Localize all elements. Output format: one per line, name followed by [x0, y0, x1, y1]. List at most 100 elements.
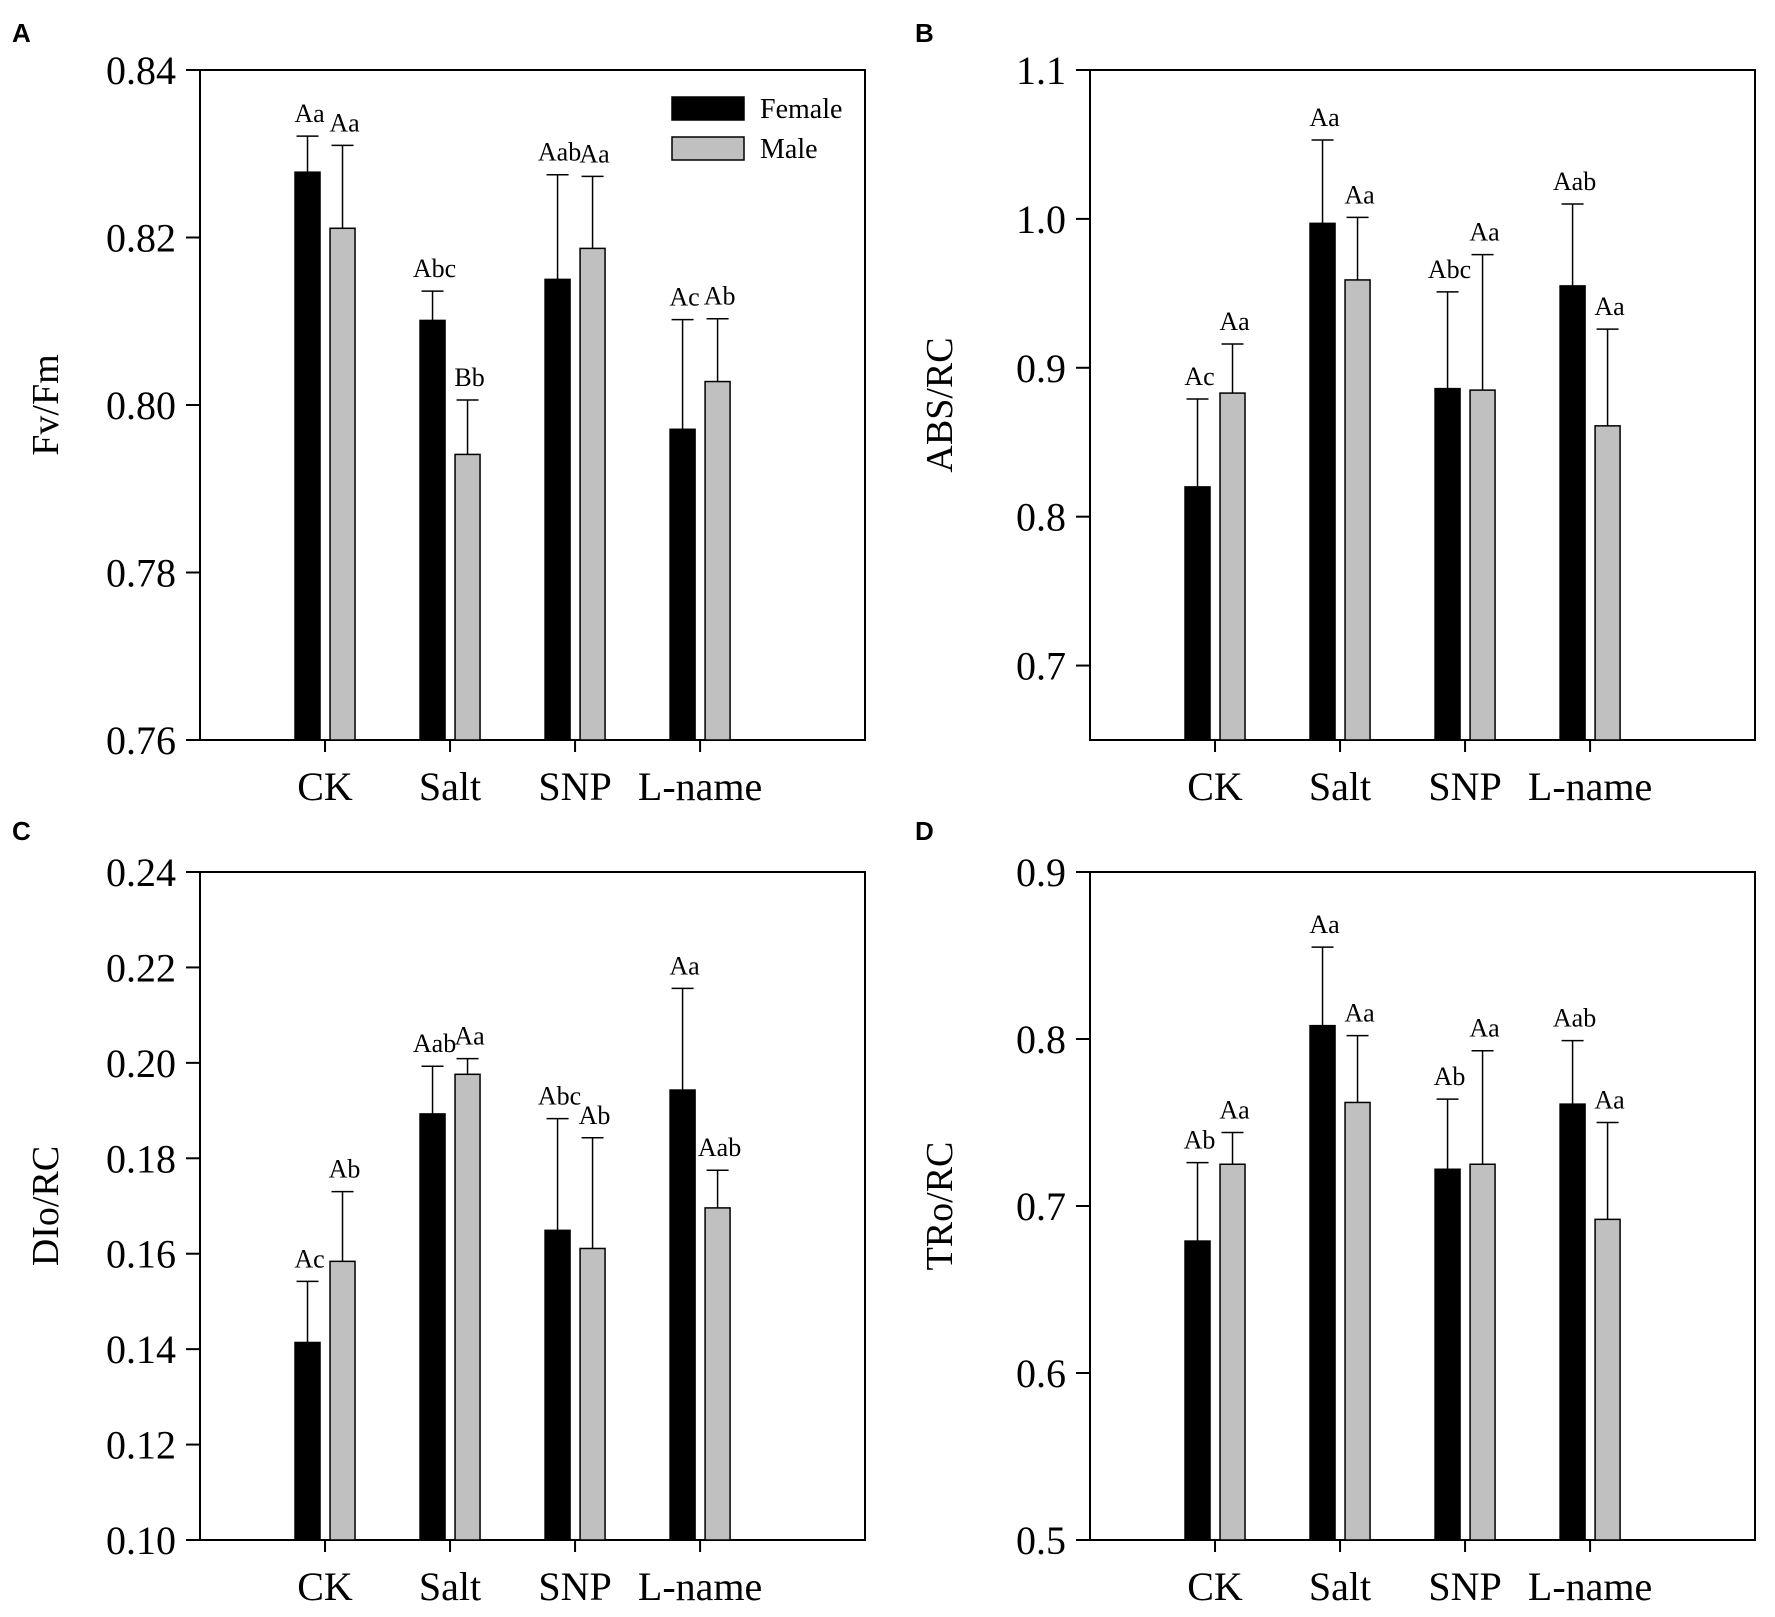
y-tick-label: 0.84	[106, 48, 176, 93]
significance-label: Abc	[413, 254, 456, 283]
y-tick-label: 0.20	[106, 1041, 176, 1086]
significance-label: Ab	[704, 282, 736, 311]
x-category-label: Salt	[1309, 1564, 1371, 1609]
legend-label-female: Female	[760, 94, 842, 125]
x-category-label: SNP	[538, 764, 611, 809]
significance-label: Ab	[1184, 1126, 1216, 1155]
x-category-label: CK	[1187, 1564, 1243, 1609]
male-bar-ck	[1219, 392, 1246, 741]
y-tick-label: 0.24	[106, 850, 176, 895]
female-bar-ck	[294, 1341, 321, 1541]
significance-label: Aa	[1309, 910, 1340, 939]
significance-label: Ac	[669, 283, 699, 312]
y-tick-label: 0.80	[106, 383, 176, 428]
x-category-label: SNP	[1428, 1564, 1501, 1609]
x-category-label: Salt	[419, 1564, 481, 1609]
significance-label: Aa	[669, 951, 700, 980]
significance-label: Ac	[294, 1244, 324, 1273]
male-bar-l-name	[704, 380, 731, 741]
y-tick-label: 0.16	[106, 1232, 176, 1277]
male-bar-snp	[579, 1247, 606, 1541]
y-axis-title: Fv/Fm	[25, 354, 67, 455]
x-category-label: CK	[1187, 764, 1243, 809]
female-bar-salt	[419, 1113, 446, 1541]
x-category-label: Salt	[1309, 764, 1371, 809]
x-category-label: SNP	[1428, 764, 1501, 809]
y-tick-label: 0.9	[1016, 346, 1066, 391]
legend-swatch-female	[671, 96, 745, 121]
x-category-label: Salt	[419, 764, 481, 809]
significance-label: Aa	[454, 1022, 485, 1051]
y-tick-label: 0.9	[1016, 850, 1066, 895]
male-bar-salt	[1344, 1101, 1371, 1541]
y-tick-label: 0.6	[1016, 1351, 1066, 1396]
male-bar-l-name	[1594, 425, 1621, 741]
x-category-label: CK	[297, 764, 353, 809]
x-category-label: L-name	[638, 1564, 762, 1609]
panel-letter: A	[12, 18, 31, 48]
female-bar-salt	[1309, 222, 1336, 741]
y-tick-label: 0.14	[106, 1327, 176, 1372]
panel-letter: C	[12, 816, 31, 846]
significance-label: Aa	[579, 139, 610, 168]
significance-label: Abc	[1428, 255, 1471, 284]
female-bar-snp	[1434, 387, 1461, 741]
x-category-label: SNP	[538, 1564, 611, 1609]
significance-label: Aab	[413, 1029, 456, 1058]
female-bar-l-name	[669, 428, 696, 741]
male-bar-ck	[329, 227, 356, 741]
significance-label: Aa	[1594, 1086, 1625, 1115]
panel-letter: D	[915, 816, 934, 846]
y-tick-label: 0.22	[106, 945, 176, 990]
y-tick-label: 0.12	[106, 1423, 176, 1468]
male-bar-snp	[1469, 389, 1496, 741]
y-tick-label: 0.10	[106, 1518, 176, 1563]
significance-label: Ac	[1184, 362, 1214, 391]
significance-label: Aa	[1219, 307, 1250, 336]
y-tick-label: 0.7	[1016, 1184, 1066, 1229]
female-bar-snp	[544, 1229, 571, 1541]
significance-label: Aa	[1344, 999, 1375, 1028]
female-bar-l-name	[1559, 1103, 1586, 1541]
x-category-label: L-name	[1528, 1564, 1652, 1609]
y-axis-title: ABS/RC	[919, 337, 961, 472]
y-tick-label: 0.8	[1016, 495, 1066, 540]
male-bar-salt	[454, 1073, 481, 1541]
female-bar-salt	[1309, 1024, 1336, 1541]
plot-frame	[1089, 69, 1756, 741]
y-tick-label: 0.5	[1016, 1518, 1066, 1563]
y-axis-title: DIo/RC	[25, 1146, 67, 1266]
significance-label: Aa	[1469, 218, 1500, 247]
panel-b: B0.70.80.91.01.1ABS/RCCKAcAaSaltAaAaSNPA…	[915, 18, 1756, 809]
significance-label: Aa	[1344, 180, 1375, 209]
significance-label: Aa	[1594, 292, 1625, 321]
female-bar-ck	[294, 171, 321, 741]
male-bar-l-name	[1594, 1218, 1621, 1541]
significance-label: Abc	[538, 1082, 581, 1111]
male-bar-snp	[1469, 1163, 1496, 1541]
legend-swatch-male	[671, 136, 745, 161]
y-tick-label: 1.1	[1016, 48, 1066, 93]
panel-c: C 0.10 0.12 0.14 0.16 0.18 0.20 0.22 0.24 DIo/RC C…	[12, 816, 866, 1609]
significance-label: Aa	[1219, 1096, 1250, 1125]
female-bar-snp	[1434, 1168, 1461, 1541]
significance-label: Ab	[329, 1155, 361, 1184]
significance-label: Aa	[294, 99, 325, 128]
y-tick-label: 0.18	[106, 1136, 176, 1181]
female-bar-l-name	[1559, 285, 1586, 741]
significance-label: Aab	[538, 138, 581, 167]
female-bar-salt	[419, 319, 446, 741]
significance-label: Ab	[579, 1101, 611, 1130]
significance-label: Aa	[1309, 103, 1340, 132]
significance-label: Aab	[1553, 167, 1596, 196]
male-bar-ck	[329, 1260, 356, 1541]
female-bar-l-name	[669, 1089, 696, 1541]
male-bar-ck	[1219, 1163, 1246, 1541]
male-bar-l-name	[704, 1207, 731, 1541]
y-tick-label: 1.0	[1016, 197, 1066, 242]
significance-label: Ab	[1434, 1062, 1466, 1091]
significance-label: Aab	[1553, 1004, 1596, 1033]
